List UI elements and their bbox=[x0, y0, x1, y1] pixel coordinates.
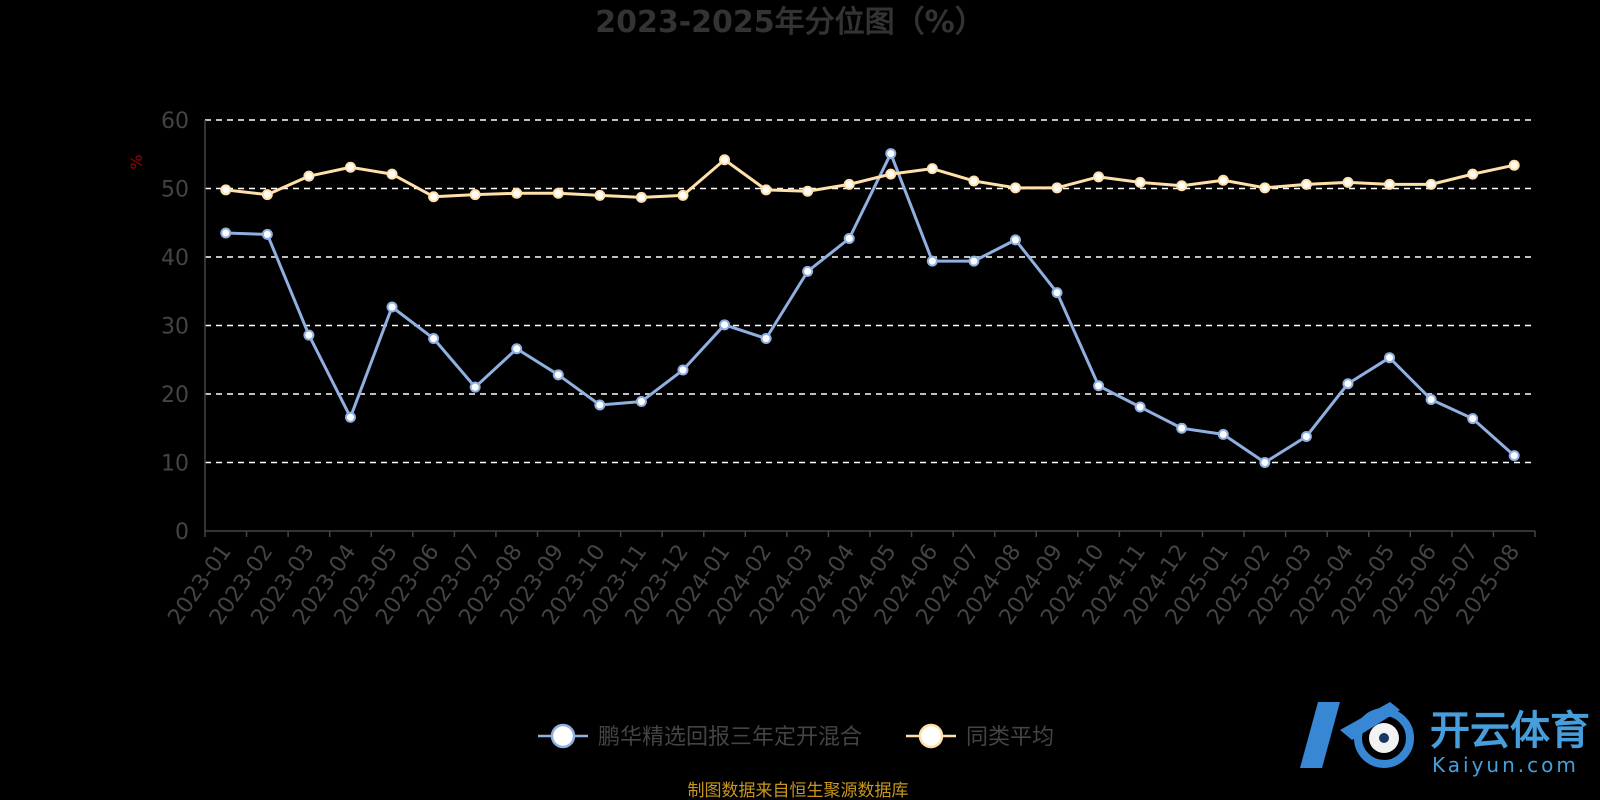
data-point[interactable] bbox=[968, 175, 980, 187]
data-point[interactable] bbox=[635, 396, 647, 408]
y-tick-label: 0 bbox=[175, 520, 189, 545]
data-point[interactable] bbox=[1508, 159, 1520, 171]
y-tick-label: 50 bbox=[161, 178, 189, 203]
series-lines bbox=[220, 148, 1520, 468]
data-point[interactable] bbox=[885, 168, 897, 180]
grid-lines bbox=[205, 119, 1535, 464]
y-tick-label: 60 bbox=[161, 109, 189, 134]
logo-ring-icon bbox=[1354, 708, 1414, 768]
data-point[interactable] bbox=[760, 333, 772, 345]
data-point[interactable] bbox=[303, 170, 315, 182]
data-point[interactable] bbox=[1176, 180, 1188, 192]
legend-item-fund[interactable]: 鹏华精选回报三年定开混合 bbox=[538, 723, 862, 750]
axes bbox=[204, 120, 1536, 537]
y-axis-unit: % bbox=[127, 154, 146, 169]
data-point[interactable] bbox=[1051, 182, 1063, 194]
chart-title: 2023-2025年分位图（%） bbox=[595, 5, 985, 40]
y-tick-label: 10 bbox=[161, 452, 189, 477]
data-point[interactable] bbox=[1384, 178, 1396, 190]
data-point[interactable] bbox=[1300, 178, 1312, 190]
data-point[interactable] bbox=[1259, 182, 1271, 194]
data-point[interactable] bbox=[1425, 178, 1437, 190]
data-point[interactable] bbox=[1176, 422, 1188, 434]
y-tick-label: 40 bbox=[161, 246, 189, 271]
data-point[interactable] bbox=[469, 381, 481, 393]
data-point[interactable] bbox=[1508, 450, 1520, 462]
data-point[interactable] bbox=[344, 161, 356, 173]
data-point[interactable] bbox=[1342, 176, 1354, 188]
series-line bbox=[225, 152, 1516, 464]
data-point[interactable] bbox=[1467, 413, 1479, 425]
data-point[interactable] bbox=[1217, 174, 1229, 186]
data-point[interactable] bbox=[1134, 176, 1146, 188]
data-point[interactable] bbox=[677, 189, 689, 201]
legend[interactable]: 鹏华精选回报三年定开混合 同类平均 bbox=[538, 723, 1054, 750]
series-line bbox=[225, 158, 1515, 199]
data-point[interactable] bbox=[1342, 378, 1354, 390]
data-point[interactable] bbox=[428, 333, 440, 345]
data-point[interactable] bbox=[677, 364, 689, 376]
data-point[interactable] bbox=[1009, 182, 1021, 194]
data-point[interactable] bbox=[719, 319, 731, 331]
data-point[interactable] bbox=[552, 369, 564, 381]
data-point[interactable] bbox=[1093, 380, 1105, 392]
brand-watermark: 开云体育 Kaiyun.com bbox=[1300, 702, 1590, 777]
data-point[interactable] bbox=[1134, 401, 1146, 413]
data-point[interactable] bbox=[469, 189, 481, 201]
data-point[interactable] bbox=[719, 154, 731, 166]
legend-average-label: 同类平均 bbox=[966, 725, 1054, 750]
data-point[interactable] bbox=[386, 301, 398, 313]
data-source-note: 制图数据来自恒生聚源数据库 bbox=[688, 781, 909, 800]
legend-fund-marker bbox=[550, 723, 576, 749]
data-point[interactable] bbox=[386, 168, 398, 180]
data-point[interactable] bbox=[843, 233, 855, 245]
data-point[interactable] bbox=[635, 191, 647, 203]
data-point[interactable] bbox=[1259, 457, 1271, 468]
data-point[interactable] bbox=[552, 187, 564, 199]
brand-name: 开云体育 bbox=[1430, 708, 1590, 754]
data-point[interactable] bbox=[760, 184, 772, 196]
data-point[interactable] bbox=[511, 343, 523, 355]
data-point[interactable] bbox=[594, 399, 606, 411]
legend-item-average[interactable]: 同类平均 bbox=[906, 723, 1054, 750]
y-tick-label: 20 bbox=[161, 383, 189, 408]
data-point[interactable] bbox=[1217, 428, 1229, 440]
logo-k-stem-icon bbox=[1300, 702, 1340, 768]
x-tick-labels: 2023-012023-022023-032023-042023-052023-… bbox=[163, 540, 1525, 630]
data-point[interactable] bbox=[261, 189, 273, 201]
data-point[interactable] bbox=[843, 178, 855, 190]
data-point[interactable] bbox=[1093, 171, 1105, 183]
data-point[interactable] bbox=[926, 255, 938, 267]
legend-average-marker bbox=[918, 723, 944, 749]
data-point[interactable] bbox=[802, 185, 814, 197]
legend-fund-label: 鹏华精选回报三年定开混合 bbox=[598, 725, 862, 750]
data-point[interactable] bbox=[1467, 168, 1479, 180]
soccer-ball-patch-icon bbox=[1379, 733, 1389, 743]
y-tick-labels: 0 10 20 30 40 50 60 bbox=[161, 109, 189, 545]
data-point[interactable] bbox=[511, 187, 523, 199]
data-point[interactable] bbox=[1009, 234, 1021, 246]
data-point[interactable] bbox=[1384, 352, 1396, 364]
data-point[interactable] bbox=[1051, 287, 1063, 299]
data-point[interactable] bbox=[885, 148, 897, 160]
data-point[interactable] bbox=[594, 189, 606, 201]
brand-domain: Kaiyun.com bbox=[1432, 753, 1579, 777]
data-point[interactable] bbox=[968, 255, 980, 267]
data-point[interactable] bbox=[428, 191, 440, 203]
data-point[interactable] bbox=[1300, 430, 1312, 442]
data-point[interactable] bbox=[261, 228, 273, 240]
data-point[interactable] bbox=[926, 163, 938, 175]
data-point[interactable] bbox=[303, 329, 315, 341]
data-point[interactable] bbox=[220, 227, 232, 239]
y-tick-label: 30 bbox=[161, 315, 189, 340]
data-point[interactable] bbox=[220, 184, 232, 196]
data-point[interactable] bbox=[344, 411, 356, 423]
data-point[interactable] bbox=[1425, 393, 1437, 405]
data-point[interactable] bbox=[802, 265, 814, 277]
